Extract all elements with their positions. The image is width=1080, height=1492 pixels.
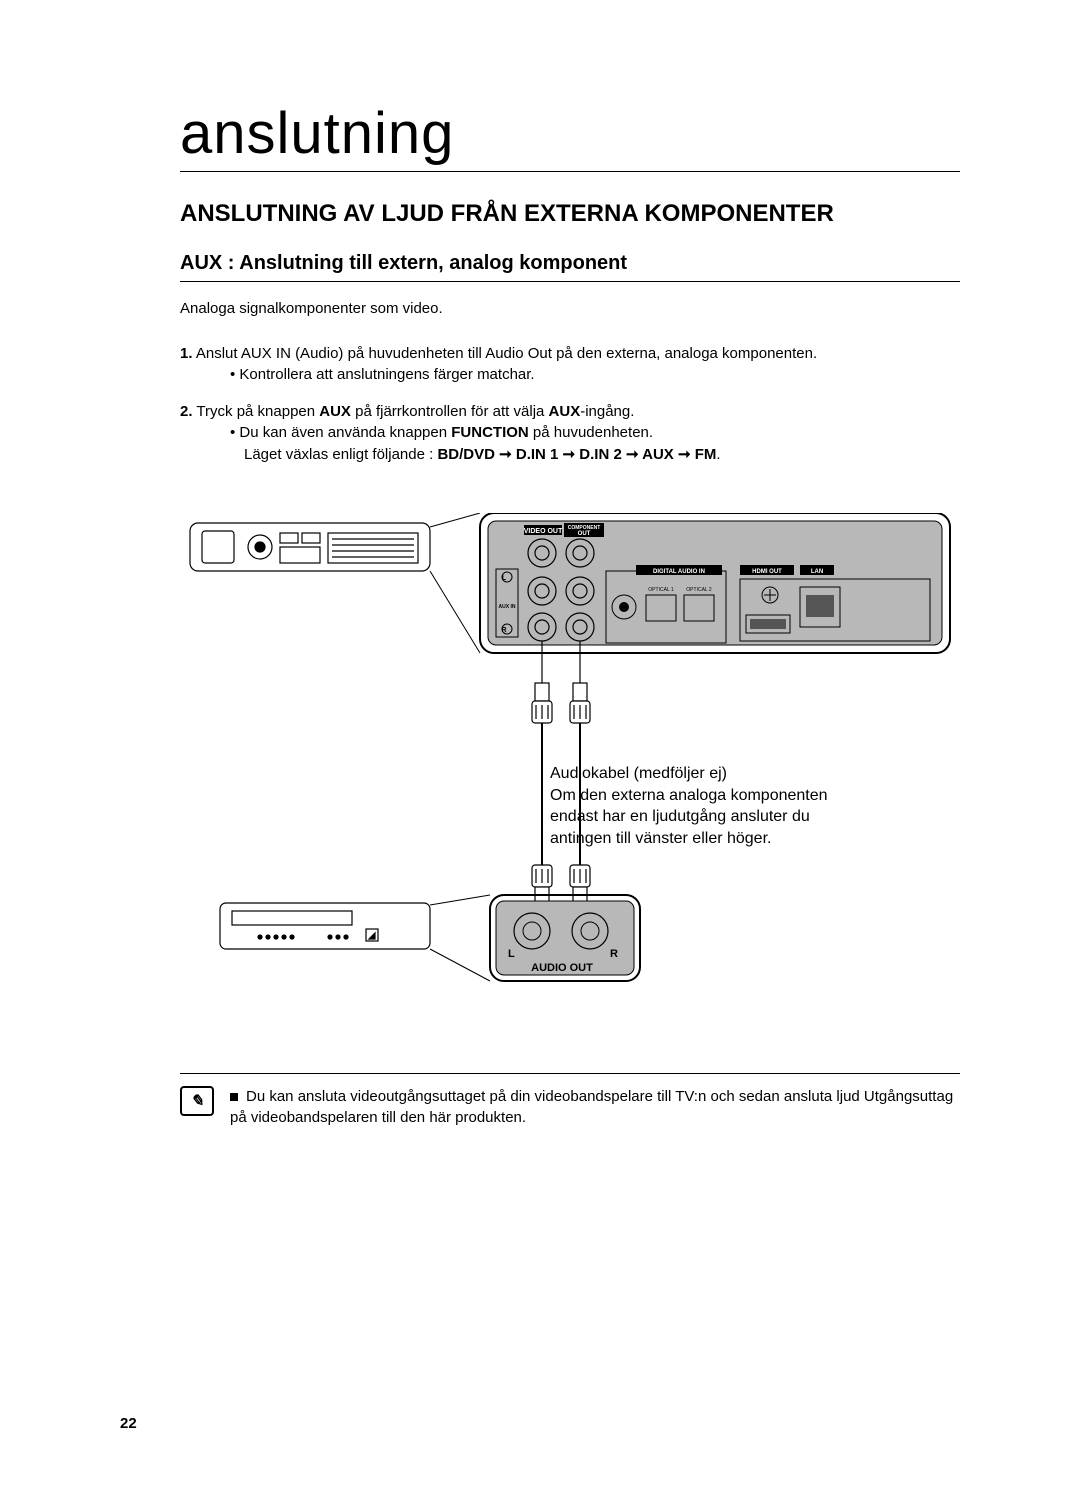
svg-text:L: L [502, 575, 507, 582]
manual-page: anslutning ANSLUTNING AV LJUD FRÅN EXTER… [0, 0, 1080, 1492]
external-audio-out-panel: L R AUDIO OUT [490, 895, 640, 981]
svg-text:LAN: LAN [811, 569, 823, 575]
svg-text:R: R [501, 627, 506, 634]
sub-title: AUX : Anslutning till extern, analog kom… [180, 252, 960, 282]
chapter-title: anslutning [180, 100, 960, 172]
step-number: 2. [180, 403, 193, 420]
external-device-icon [220, 903, 430, 949]
main-unit-rear-icon [190, 523, 430, 571]
step-text: Tryck på knappen AUX på fjärrkontrollen … [196, 403, 634, 420]
connection-diagram: L AUX IN R [180, 513, 960, 1033]
rear-panel-enlarged: L AUX IN R [480, 513, 950, 653]
svg-text:L: L [508, 948, 515, 960]
step-bullet: • Kontrollera att anslutningens färger m… [204, 366, 960, 383]
callout-lines [430, 513, 480, 653]
step-bullet: • Du kan även använda knappen FUNCTION p… [204, 424, 960, 441]
section-title: ANSLUTNING AV LJUD FRÅN EXTERNA KOMPONEN… [180, 200, 960, 228]
svg-text:DIGITAL AUDIO IN: DIGITAL AUDIO IN [653, 569, 705, 575]
svg-text:OPTICAL 2: OPTICAL 2 [686, 587, 712, 593]
note-icon: ✎ [180, 1086, 214, 1116]
diagram-callout-text: Audiokabel (medföljer ej)Om den externa … [550, 763, 850, 849]
svg-text:AUDIO OUT: AUDIO OUT [531, 962, 593, 974]
svg-text:VIDEO OUT: VIDEO OUT [524, 528, 563, 535]
svg-text:AUX IN: AUX IN [499, 604, 516, 610]
svg-text:OPTICAL 1: OPTICAL 1 [648, 587, 674, 593]
svg-text:HDMI OUT: HDMI OUT [752, 569, 782, 575]
step-text: Anslut AUX IN (Audio) på huvudenheten ti… [196, 345, 817, 362]
step-number: 1. [180, 345, 193, 362]
svg-text:R: R [610, 948, 618, 960]
page-number: 22 [120, 1415, 137, 1432]
note-text: Du kan ansluta videoutgångsuttaget på di… [230, 1086, 960, 1128]
step-1: 1. Anslut AUX IN (Audio) på huvudenheten… [180, 345, 960, 383]
callout-lines-2 [430, 895, 490, 981]
step-2: 2. Tryck på knappen AUX på fjärrkontroll… [180, 403, 960, 463]
note-block: ✎ Du kan ansluta videoutgångsuttaget på … [180, 1073, 960, 1128]
intro-text: Analoga signalkomponenter som video. [180, 300, 960, 317]
step-bullet: Läget växlas enligt följande : BD/DVD ➞ … [204, 445, 960, 463]
svg-text:OUT: OUT [578, 531, 591, 537]
